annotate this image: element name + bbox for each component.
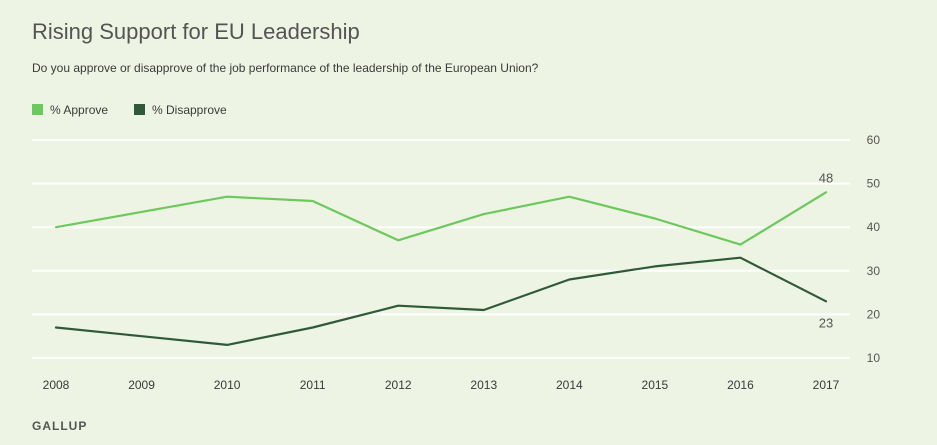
series-line-disapprove [54,256,828,346]
series-line-approve [54,191,828,246]
chart-subtitle: Do you approve or disapprove of the job … [32,61,539,75]
x-tick-label: 2010 [214,378,241,392]
y-tick-label: 30 [867,264,881,278]
x-tick-label: 2008 [43,378,70,392]
legend-label-disapprove: % Disapprove [152,103,227,117]
x-tick-label: 2011 [300,378,326,392]
y-tick-label: 40 [867,220,881,234]
x-tick-label: 2015 [642,378,669,392]
legend-swatch-approve [32,104,43,115]
legend: % Approve % Disapprove [32,103,227,117]
y-tick-label: 20 [867,307,881,321]
x-axis: 2008 2009 2010 2011 2012 2013 2014 2015 2016 2017 [43,378,840,392]
legend-label-approve: % Approve [50,103,108,117]
series-lines [54,191,828,346]
x-tick-label: 2013 [470,378,497,392]
data-label: 48 [819,170,833,185]
x-tick-label: 2017 [813,378,840,392]
legend-swatch-disapprove [134,104,145,115]
gridlines [32,139,850,359]
data-annotations: 48 23 [819,170,833,330]
x-tick-label: 2012 [385,378,412,392]
x-tick-label: 2014 [556,378,583,392]
y-tick-label: 10 [867,351,881,365]
source-label: GALLUP [32,419,87,433]
data-label: 23 [819,315,833,330]
y-tick-label: 50 [867,177,881,191]
x-tick-label: 2016 [727,378,754,392]
chart-title: Rising Support for EU Leadership [32,19,360,44]
y-tick-label: 60 [867,133,881,147]
y-axis: 10 20 30 40 50 60 [867,133,881,365]
x-tick-label: 2009 [128,378,155,392]
